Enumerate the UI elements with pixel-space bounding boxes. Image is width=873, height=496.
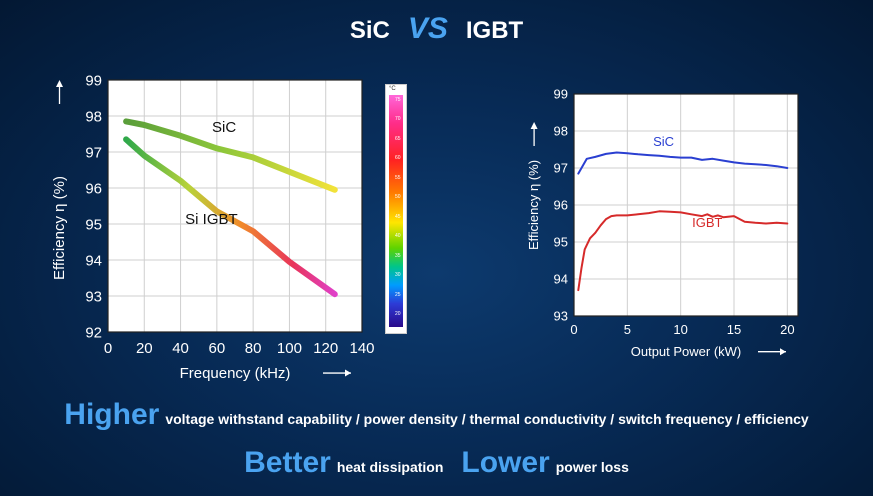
x-tick-label: 0	[570, 322, 577, 337]
left-chart-plot-area	[108, 80, 362, 332]
y-tick-label: 94	[85, 252, 102, 269]
y-tick-label: 96	[85, 180, 102, 197]
frequency-efficiency-chart: 0 20 40 60 80 100 120 140 92 93 94 95 96 97 98 99 Freque…	[51, 72, 375, 382]
x-tick-label: 15	[727, 322, 741, 337]
scale-label: 20	[395, 311, 401, 317]
footer-line-2: Better heat dissipation Lower power loss	[0, 446, 873, 480]
footer-lower-text: power loss	[555, 459, 629, 475]
plot-frame	[573, 93, 799, 317]
scale-label: 70	[395, 116, 401, 123]
y-tick-label: 95	[554, 235, 568, 250]
footer-line-1: Higher voltage withstand capability / pow…	[0, 398, 873, 432]
series-line-si-igbt	[123, 136, 338, 298]
x-axis-label: Output Power (kW)	[631, 344, 742, 359]
x-tick-label: 5	[624, 322, 631, 337]
series-label: IGBT	[692, 215, 722, 230]
x-tick-label: 10	[673, 322, 687, 337]
x-tick-label: 140	[349, 340, 374, 357]
temperature-gradient	[389, 95, 403, 327]
x-tick-label: 0	[104, 340, 112, 357]
x-tick-label: 60	[209, 340, 226, 357]
y-axis-arrowhead	[530, 122, 538, 129]
title-right: IGBT	[465, 17, 524, 44]
y-tick-label: 98	[554, 124, 568, 139]
x-tick-label: 120	[313, 340, 338, 357]
plot-frame	[107, 79, 363, 333]
y-tick-label: 97	[85, 144, 102, 161]
series-line-igbt	[577, 210, 789, 292]
scale-label: 30	[395, 272, 401, 279]
scale-label: 45	[395, 213, 401, 220]
y-tick-label: 97	[554, 161, 568, 176]
footer-better-text: heat dissipation	[336, 459, 444, 475]
x-axis-arrowhead	[780, 348, 786, 356]
x-tick-label: 100	[277, 340, 302, 357]
scale-label: 60	[395, 155, 401, 162]
page-title: SiC VS IGBT	[0, 12, 873, 46]
scale-label: 55	[395, 174, 401, 181]
series-line-sic	[123, 118, 338, 193]
y-tick-label: 95	[85, 216, 102, 233]
series-line-sic	[577, 151, 789, 175]
x-tick-label: 80	[245, 340, 262, 357]
title-left: SiC	[349, 17, 390, 44]
scale-label: 40	[395, 233, 401, 240]
x-tick-label: 20	[780, 322, 794, 337]
x-tick-label: 40	[172, 340, 189, 357]
x-tick-label: 20	[136, 340, 153, 357]
scale-label: 75	[395, 97, 401, 103]
y-tick-label: 93	[85, 288, 102, 305]
x-axis-arrowhead	[345, 369, 351, 377]
y-tick-label: 96	[554, 198, 568, 213]
scale-unit: °C	[389, 86, 396, 92]
y-tick-label: 94	[554, 272, 568, 287]
scale-label: 35	[395, 252, 401, 259]
series-label: SiC	[653, 134, 674, 149]
y-tick-label: 98	[85, 108, 102, 125]
scale-label: 50	[395, 194, 401, 201]
footer-lower: Lower	[461, 446, 550, 479]
scale-label: 25	[395, 291, 401, 298]
scale-label: 65	[395, 135, 401, 142]
y-axis-label: Efficiency η (%)	[526, 160, 541, 250]
y-axis-label: Efficiency η (%)	[51, 176, 68, 280]
y-tick-label: 92	[85, 324, 102, 341]
footer-higher-text: voltage withstand capability / power den…	[165, 411, 809, 427]
footer-higher: Higher	[64, 398, 160, 431]
series-label: SiC	[212, 119, 236, 136]
series-label: Si IGBT	[185, 211, 238, 228]
y-tick-label: 99	[554, 87, 568, 102]
y-tick-label: 99	[85, 72, 102, 89]
y-axis-arrowhead	[56, 80, 63, 87]
footer-better: Better	[244, 446, 331, 479]
temperature-scale-bar: °C 75 70 65 60 55 50 45 40 35 30 25 20	[385, 84, 407, 334]
y-tick-label: 93	[554, 309, 568, 324]
title-vs: VS	[407, 12, 448, 45]
power-efficiency-chart: 0 5 10 15 20 93 94 95 96 97 98 99 Output Power (kW) E…	[526, 87, 799, 359]
x-axis-label: Frequency (kHz)	[180, 365, 291, 382]
